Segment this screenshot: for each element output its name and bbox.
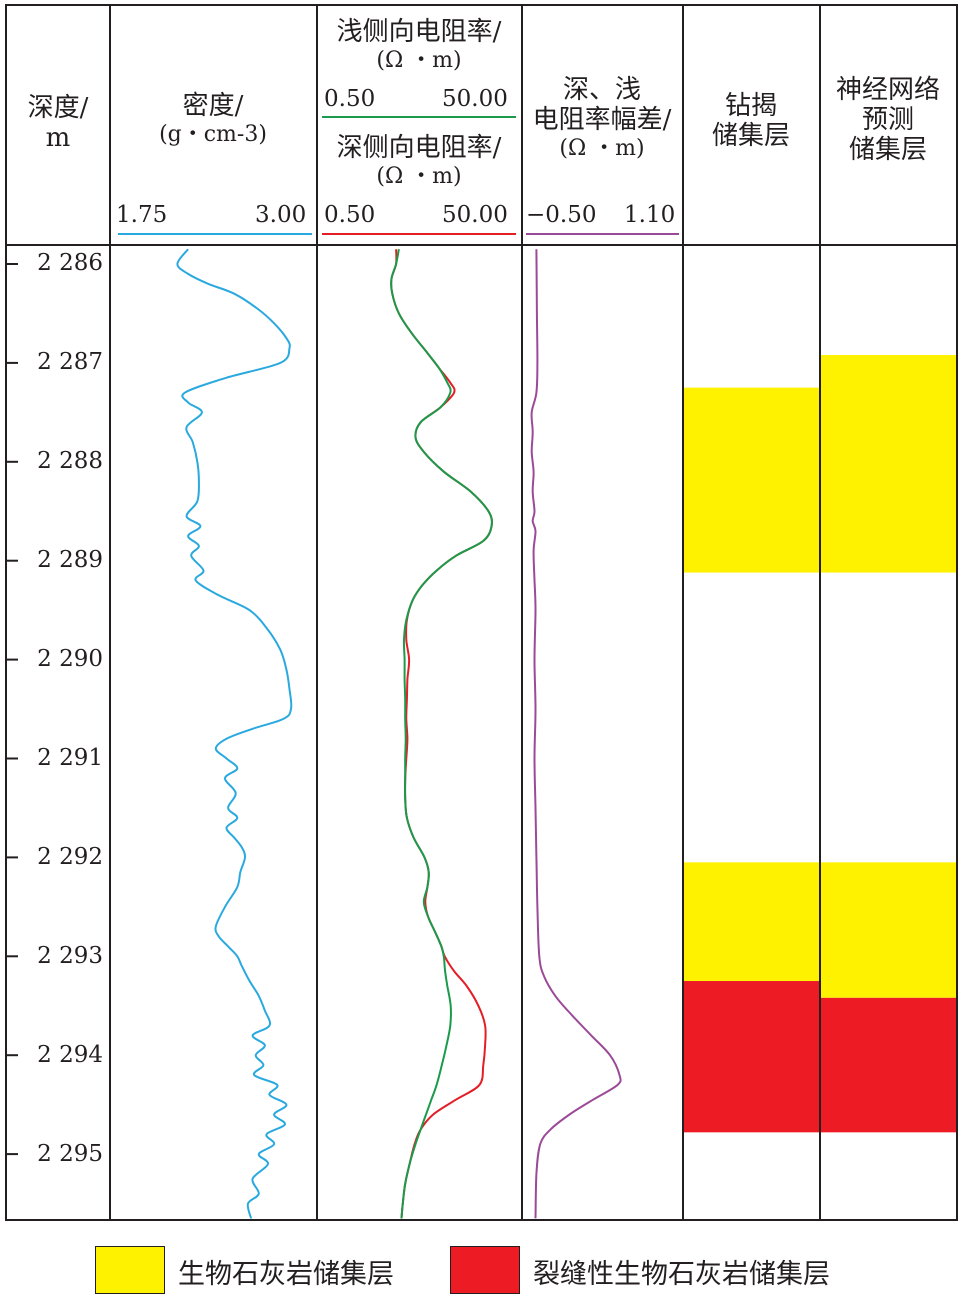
- diff-unit: (Ω ・m): [559, 135, 645, 161]
- nn-title-2: 预测: [861, 104, 914, 135]
- density-scale-min: 1.75: [116, 202, 168, 228]
- depth-title: 深度/: [27, 93, 89, 123]
- depth-tick-label: 2 292: [37, 844, 103, 870]
- track-frame: [5, 4, 958, 1221]
- density-curve: [176, 248, 293, 1219]
- depth-header: 深度/ m: [6, 93, 110, 154]
- depth-tick-label: 2 293: [37, 943, 103, 969]
- predicted-reservoir-band: [820, 354, 957, 573]
- legend-label-bioclastic: 生物石灰岩储集层: [178, 1259, 394, 1290]
- drilled-title-2: 储集层: [711, 120, 790, 151]
- predicted-reservoir-band: [820, 997, 957, 1133]
- deep-res-header: 深侧向电阻率/ (Ω ・m): [317, 133, 521, 189]
- depth-tick-label: 2 294: [37, 1042, 103, 1068]
- nn-title-1: 神经网络: [835, 75, 940, 105]
- depth-unit: m: [45, 122, 71, 153]
- deep-scale-max: 50.00: [442, 202, 508, 228]
- log-curves: [176, 248, 622, 1219]
- reservoir-bands: [683, 354, 957, 1133]
- diff-scale-min: −0.50: [526, 202, 597, 228]
- drilled-reservoir-band: [683, 981, 820, 1133]
- legend-label-fractured: 裂缝性生物石灰岩储集层: [533, 1259, 830, 1290]
- depth-tick-label: 2 286: [37, 250, 103, 276]
- depth-ticks: [6, 263, 18, 1156]
- diff-header: 深、浅 电阻率幅差/ (Ω ・m): [522, 75, 682, 161]
- depth-tick-label: 2 295: [37, 1141, 103, 1167]
- drilled-title-1: 钻揭: [724, 91, 777, 121]
- deep-res-unit: (Ω ・m): [376, 163, 462, 189]
- deep-curve: [390, 249, 493, 1219]
- depth-tick-label: 2 288: [37, 448, 103, 474]
- depth-tick-label: 2 289: [37, 547, 103, 573]
- drilled-header: 钻揭 储集层: [683, 91, 819, 152]
- depth-tick-label: 2 287: [37, 349, 103, 375]
- shallow-res-unit: (Ω ・m): [376, 47, 462, 73]
- shallow-res-title: 浅侧向电阻率/: [336, 17, 502, 47]
- drilled-reservoir-band: [683, 387, 820, 573]
- depth-tick-label: 2 290: [37, 646, 103, 672]
- density-title: 密度/: [182, 91, 244, 121]
- shallow-scale-max: 50.00: [442, 86, 508, 112]
- shallow-res-header: 浅侧向电阻率/ (Ω ・m): [317, 17, 521, 73]
- drilled-reservoir-band: [683, 862, 820, 982]
- depth-tick-label: 2 291: [37, 745, 103, 771]
- diff-title-2: 电阻率幅差/: [532, 104, 672, 135]
- predicted-reservoir-band: [820, 862, 957, 998]
- outer-frame: [5, 4, 958, 1221]
- legend-swatch-bioclastic: [95, 1246, 165, 1294]
- deep-scale-min: 0.50: [324, 202, 376, 228]
- diff-scale-max: 1.10: [624, 202, 676, 228]
- legend-swatch-fractured: [450, 1246, 520, 1294]
- shallow-curve: [390, 248, 493, 1219]
- diff-title-1: 深、浅: [562, 75, 641, 105]
- density-unit: (g・cm-3): [159, 121, 267, 147]
- density-header: 密度/ (g・cm-3): [110, 91, 316, 147]
- nn-title-3: 储集层: [848, 134, 927, 165]
- nn-header: 神经网络 预测 储集层: [820, 75, 956, 166]
- density-scale-max: 3.00: [255, 202, 307, 228]
- shallow-scale-min: 0.50: [324, 86, 376, 112]
- diff-curve: [530, 249, 622, 1219]
- deep-res-title: 深侧向电阻率/: [336, 133, 502, 163]
